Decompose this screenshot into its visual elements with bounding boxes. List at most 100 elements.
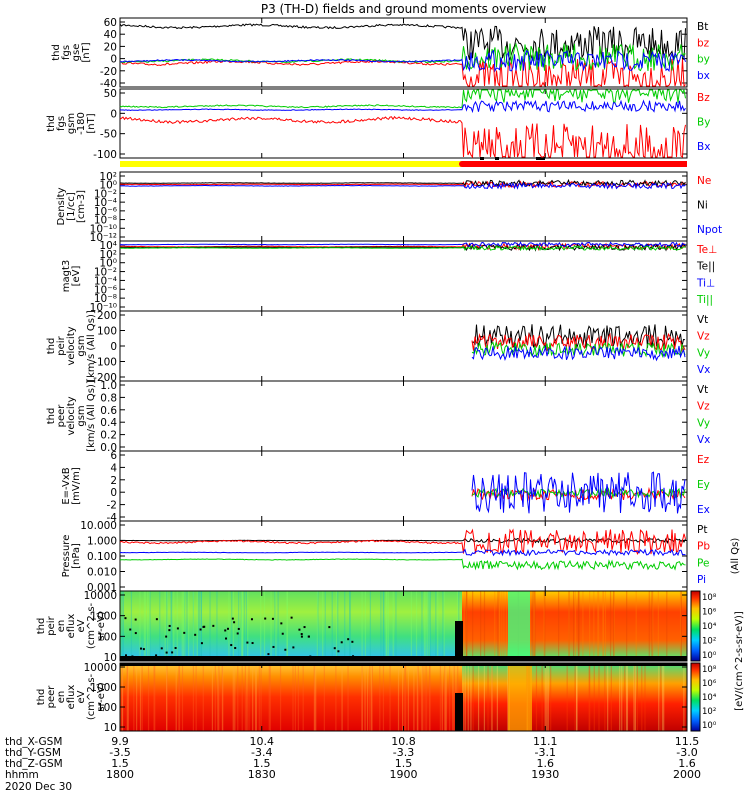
spectrogram-streak <box>255 663 257 731</box>
spectrogram-streak <box>245 591 248 661</box>
legend-entry: Bx <box>697 141 710 153</box>
spectrogram-streak <box>166 663 168 731</box>
spectrogram-streak <box>335 663 337 731</box>
spectrogram-streak <box>626 591 628 661</box>
spectrogram-streak <box>666 591 668 661</box>
spectrogram-streak <box>144 591 146 661</box>
spectrogram-streak <box>397 663 400 731</box>
panel-peer-spec: 10000 1000 100 10 thd peer en eflux eV (cm^2-s-sr… <box>36 662 688 734</box>
y-tick-label: 10⁰ <box>99 180 117 192</box>
spectrogram-streak <box>143 591 145 661</box>
spectrogram-speck <box>333 647 336 650</box>
spectrogram-streak <box>382 663 385 731</box>
spectrogram-streak <box>452 663 454 731</box>
spectrogram-streak <box>679 591 682 661</box>
spectrogram-streak <box>602 591 604 661</box>
y-axis-label-line: en <box>56 691 67 704</box>
spectrogram-streak <box>275 591 277 661</box>
legend-entry: Te⊥ <box>696 244 717 256</box>
spectrogram-streak <box>604 663 606 731</box>
spectrogram-streak <box>202 663 204 731</box>
y-axis-label-line: [nT] <box>86 113 97 133</box>
spectrogram-streak <box>404 663 406 731</box>
spectrogram-speck <box>140 647 143 650</box>
spectrogram-streak <box>602 591 604 661</box>
trace-Ex <box>471 471 686 514</box>
y-axis-label-line: gse <box>71 44 82 62</box>
y-tick-label: 100 <box>97 326 117 338</box>
y-axis-label-line: peir <box>46 615 57 635</box>
spectrogram-streak <box>337 591 339 661</box>
spectrogram-streak <box>421 663 423 731</box>
spectrogram-streak <box>192 591 194 661</box>
spectrogram-speck <box>292 646 295 649</box>
spectrogram-speck <box>226 627 229 630</box>
y-axis-label-line: thd <box>46 408 57 425</box>
orbit-row-value: -3.0 <box>676 746 697 759</box>
spectrogram-streak <box>589 663 591 731</box>
colorbar-upper <box>690 590 701 662</box>
spectrogram-streak <box>181 663 184 731</box>
spectrogram-streak <box>246 663 248 731</box>
spectrogram-streak <box>604 591 607 661</box>
spectrogram-streak <box>550 663 552 731</box>
y-axis-label: thd peer en eflux eV (cm^2-s-sr-eV) <box>36 673 107 720</box>
spectrogram-streak <box>483 591 486 661</box>
trace-Ey <box>471 487 686 499</box>
spectrogram-streak <box>464 663 466 731</box>
panel-peir-spec: 10000 1000 100 10 thd peir en eflux eV (cm^2-s-sr… <box>36 590 688 664</box>
y-tick-label: 200 <box>97 310 117 322</box>
spectrogram-streak <box>494 591 496 661</box>
spectrogram-streak <box>613 591 615 661</box>
spectrogram-streak <box>315 663 317 731</box>
y-tick-label: 10⁻⁶ <box>94 284 117 296</box>
side-note: (All Qs) <box>730 538 741 575</box>
spectrogram-speck <box>155 654 158 657</box>
y-tick-label: 40 <box>104 29 117 41</box>
spectrogram-streak <box>184 591 186 661</box>
spectrogram-streak <box>661 663 664 731</box>
spectrogram-speck <box>347 638 350 641</box>
spectrogram-streak <box>234 663 236 731</box>
spectrogram-streak <box>626 663 629 731</box>
colorbar-tick-label: 10⁰ <box>702 651 717 661</box>
spectrogram-speck <box>307 635 310 638</box>
y-tick-label: 0 <box>110 487 117 499</box>
spectrogram-streak <box>532 591 535 661</box>
spectrogram-streak <box>498 591 500 661</box>
spectrogram-band <box>508 663 532 731</box>
spectrogram-streak <box>195 663 197 731</box>
spectrogram-streak <box>136 663 138 731</box>
spectrogram-streak <box>154 663 156 731</box>
spectrogram-streak <box>641 663 643 731</box>
spectrogram-streak <box>427 591 429 661</box>
colorbar-tick-label: 10² <box>702 637 716 647</box>
spectrogram-streak <box>465 591 468 661</box>
spectrogram-streak <box>593 663 595 731</box>
spectrogram-streak <box>366 663 369 731</box>
y-tick-label: 0 <box>110 54 117 66</box>
y-tick-label: 10⁻⁸ <box>94 293 117 305</box>
mode-bar-slow <box>120 161 462 167</box>
spectrogram-speck <box>200 642 203 645</box>
spectrogram-streak <box>260 591 262 661</box>
spectrogram-streak <box>503 591 505 661</box>
spectrogram-speck <box>134 632 137 635</box>
y-tick-label: 50 <box>104 88 117 100</box>
side-note-text: (All Qs) <box>730 538 741 575</box>
spectrogram-streak <box>122 591 124 661</box>
y-axis-label: thd fgs gse [nT] <box>51 42 92 62</box>
spectrogram-streak <box>429 591 431 661</box>
y-axis-label-line: Pressure <box>61 535 72 578</box>
spectrogram-speck <box>171 651 174 654</box>
trace-Vz <box>471 332 686 353</box>
spectrogram-streak <box>380 591 382 661</box>
spectrogram-streak <box>576 663 578 731</box>
legend-entry: Bt <box>697 21 708 33</box>
colorbar-tick-label: 10² <box>702 707 716 717</box>
spectrogram-streak <box>173 591 175 661</box>
y-tick-label: 0.6 <box>100 405 117 417</box>
spectrogram-streak <box>241 663 243 731</box>
y-axis-label-line: [km/s (All Qs)] <box>86 310 97 382</box>
